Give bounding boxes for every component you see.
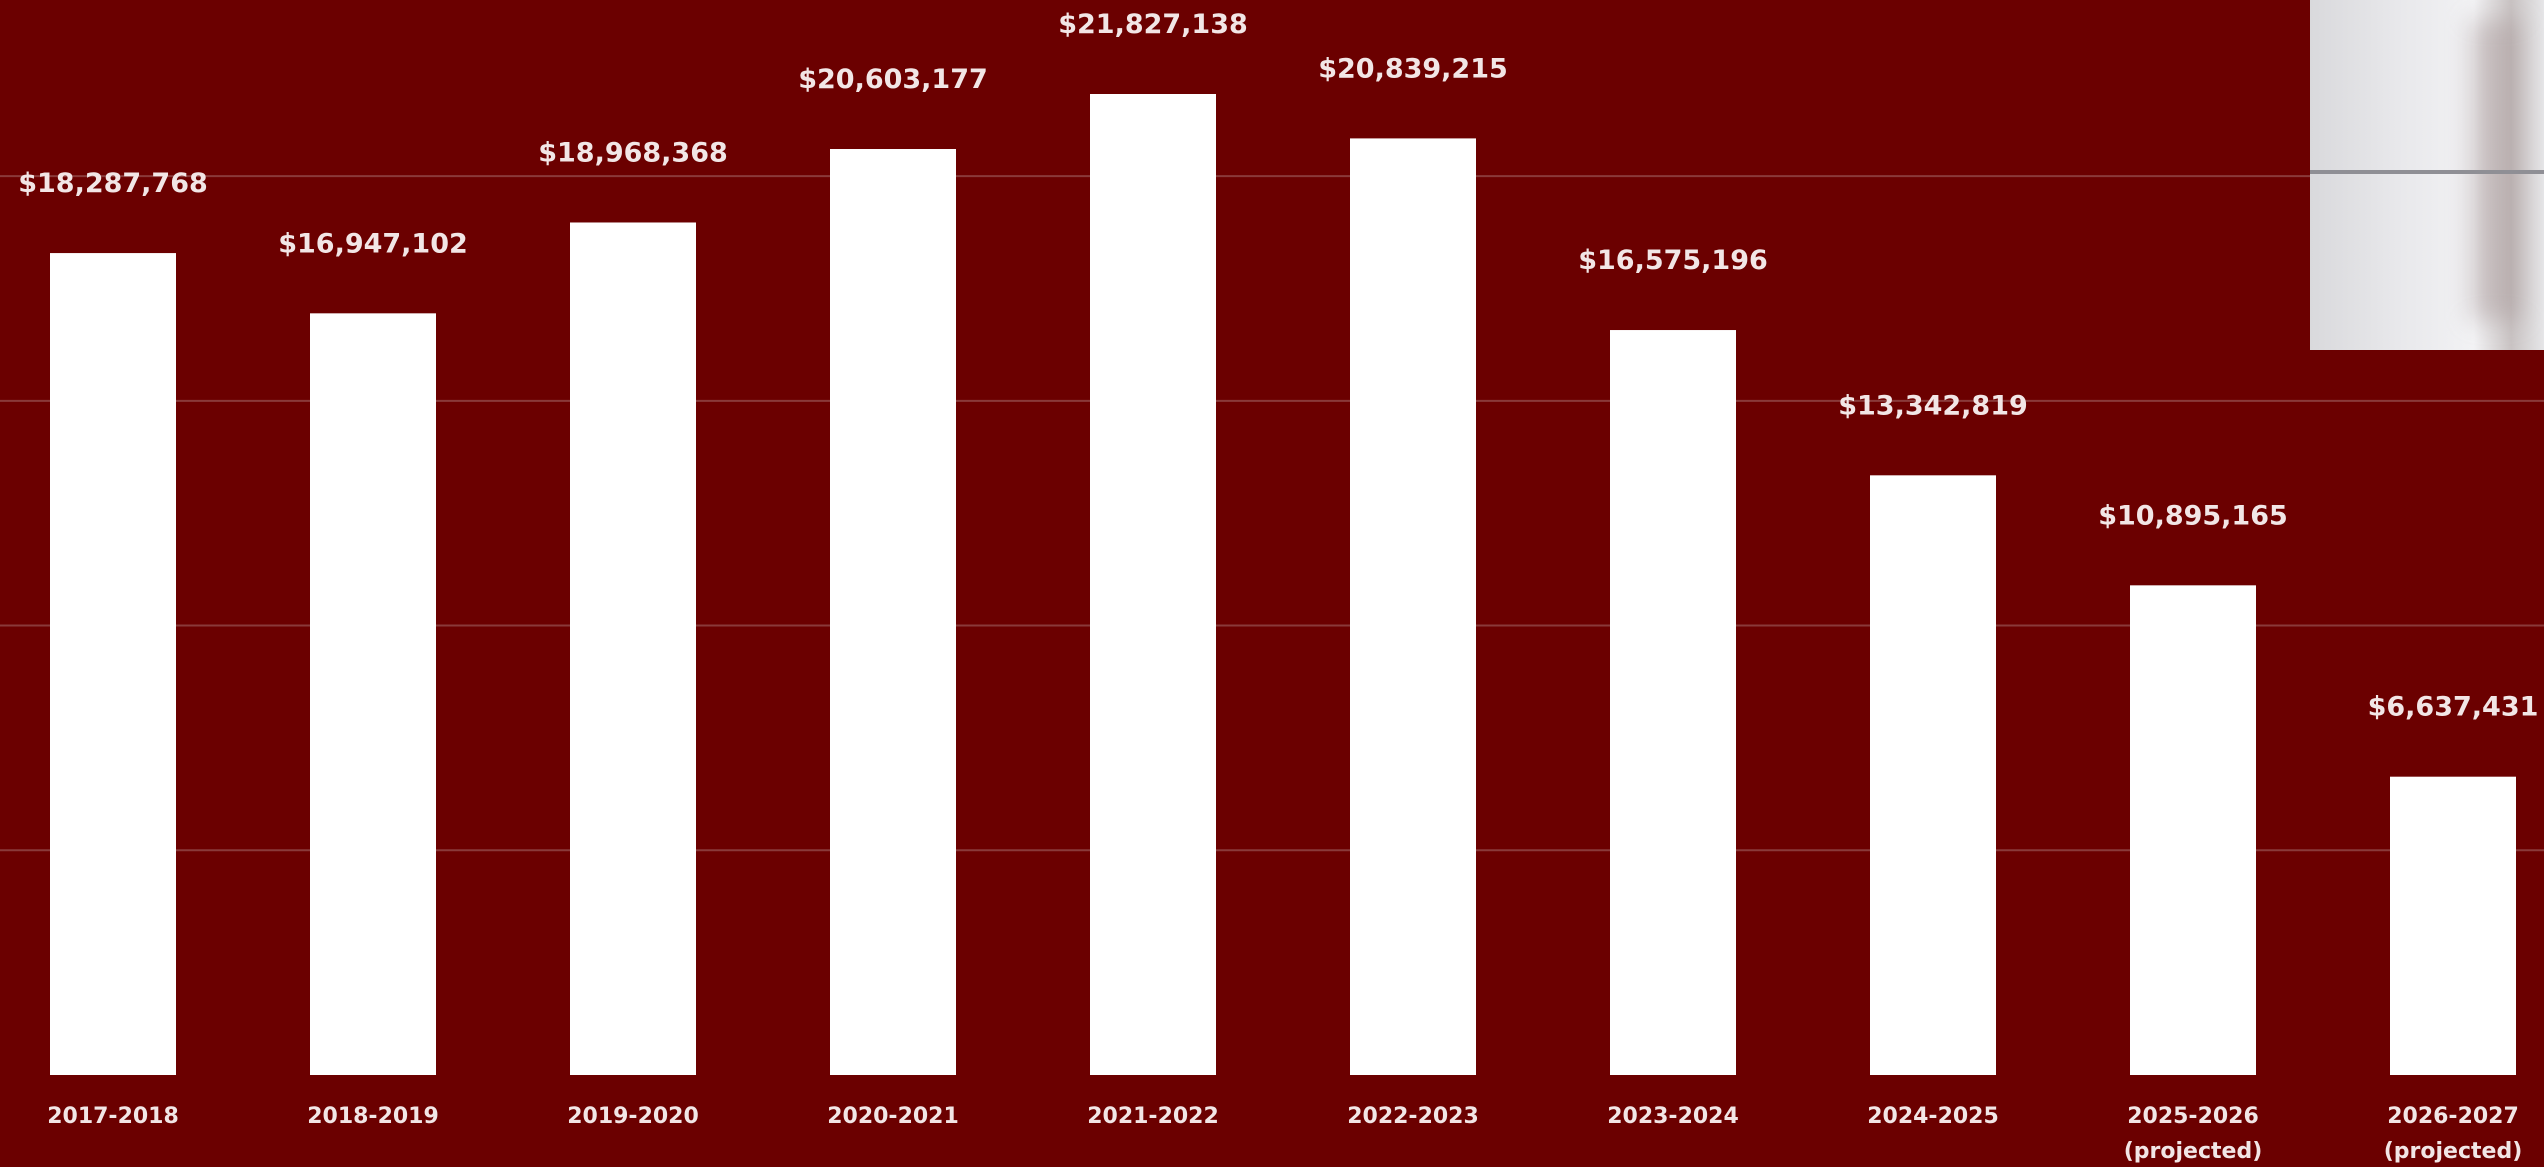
tick-label-7: 2024-2025 [1867, 1104, 1999, 1129]
tick-label-2: 2019-2020 [567, 1104, 699, 1129]
data-label-7: $13,342,819 [1838, 390, 2028, 421]
data-label-6: $16,575,196 [1578, 245, 1768, 276]
tick-label-line: (projected) [2384, 1139, 2523, 1164]
data-label-2: $18,968,368 [538, 137, 728, 168]
tick-label-6: 2023-2024 [1607, 1104, 1739, 1129]
tick-label-line: 2020-2021 [827, 1104, 959, 1129]
bar-3 [830, 149, 956, 1075]
bar-6 [1610, 330, 1736, 1075]
data-label-3: $20,603,177 [798, 64, 988, 95]
data-label-9: $6,637,431 [2368, 692, 2539, 723]
tick-label-line: (projected) [2124, 1139, 2263, 1164]
tick-label-line: 2019-2020 [567, 1104, 699, 1129]
data-label-5: $20,839,215 [1318, 53, 1508, 84]
tick-label-1: 2018-2019 [307, 1104, 439, 1129]
tick-label-5: 2022-2023 [1347, 1104, 1479, 1129]
bar-2 [570, 222, 696, 1075]
bar-5 [1350, 138, 1476, 1076]
thumbnail-line [2310, 170, 2544, 174]
tick-label-3: 2020-2021 [827, 1104, 959, 1129]
video-thumbnail[interactable] [2310, 0, 2544, 350]
tick-label-line: 2022-2023 [1347, 1104, 1479, 1129]
bar-1 [310, 313, 436, 1075]
data-label-8: $10,895,165 [2098, 500, 2288, 531]
tick-label-line: 2017-2018 [47, 1104, 179, 1129]
data-label-4: $21,827,138 [1058, 9, 1248, 40]
tick-label-line: 2024-2025 [1867, 1104, 1999, 1129]
bar-4 [1090, 94, 1216, 1075]
bar-8 [2130, 585, 2256, 1075]
tick-label-line: 2023-2024 [1607, 1104, 1739, 1129]
tick-label-4: 2021-2022 [1087, 1104, 1219, 1129]
data-label-1: $16,947,102 [278, 228, 468, 259]
tick-label-8: 2025-2026 (projected) [2124, 1104, 2263, 1164]
tick-label-9: 2026-2027 (projected) [2384, 1104, 2523, 1164]
data-label-0: $18,287,768 [18, 168, 208, 199]
bar-7 [1870, 475, 1996, 1075]
tick-label-line: 2026-2027 [2387, 1104, 2519, 1129]
bar-0 [50, 253, 176, 1076]
tick-label-line: 2021-2022 [1087, 1104, 1219, 1129]
tick-label-line: 2018-2019 [307, 1104, 439, 1129]
data-labels: $18,287,768 $16,947,102 $18,968,368 $20,603… [18, 9, 2538, 723]
tick-label-0: 2017-2018 [47, 1104, 179, 1129]
bar-9 [2390, 776, 2516, 1075]
x-axis-tick-labels: 2017-2018 2018-2019 2019-2020 2020-2021 2021… [47, 1104, 2522, 1164]
bars [50, 94, 2516, 1076]
tick-label-line: 2025-2026 [2127, 1104, 2259, 1129]
